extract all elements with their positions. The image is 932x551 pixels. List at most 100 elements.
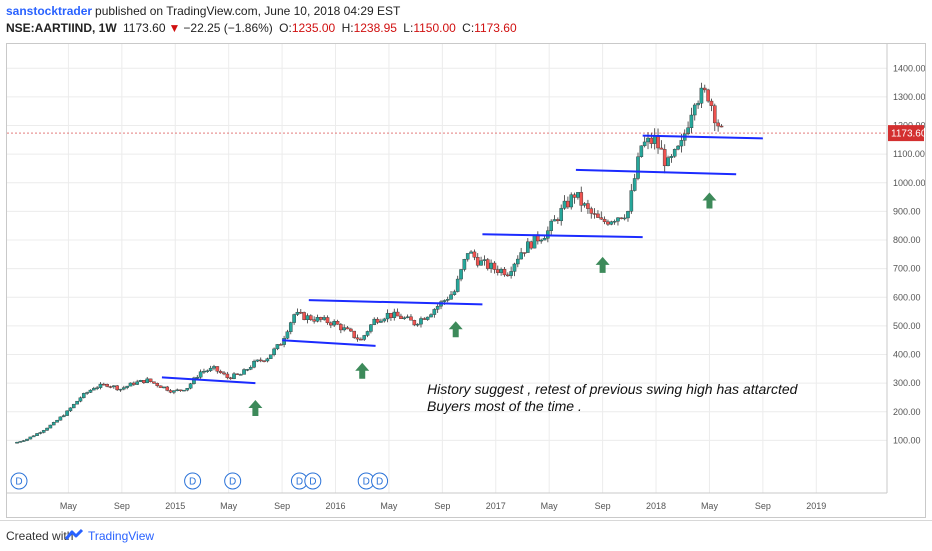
candle-body: [132, 382, 136, 385]
candle-body: [41, 430, 46, 433]
trendline[interactable]: [308, 299, 483, 306]
y-tick-label: 600.00: [893, 292, 921, 302]
candle-body: [636, 156, 640, 179]
candle-body: [162, 386, 166, 389]
candle-body: [652, 135, 657, 144]
author-link[interactable]: sanstocktrader: [6, 4, 93, 18]
candle-body: [55, 420, 59, 423]
candle-body: [95, 387, 99, 389]
x-tick-label: 2018: [646, 501, 666, 511]
candle-body: [499, 268, 503, 273]
candle-body: [609, 221, 614, 225]
x-tick-label: May: [541, 501, 559, 511]
y-tick-label: 700.00: [893, 264, 921, 274]
x-tick-label: Sep: [595, 501, 611, 511]
candle-body: [669, 156, 674, 158]
candle-body: [192, 377, 196, 384]
candle-body: [626, 211, 630, 219]
x-tick-label: 2019: [806, 501, 826, 511]
last-price: 1173.60: [123, 21, 166, 35]
candle-body: [559, 208, 564, 222]
y-tick-label: 900.00: [893, 206, 921, 216]
candle-body: [365, 331, 370, 336]
candle-body: [672, 149, 677, 157]
candle-body: [472, 251, 477, 258]
x-tick-label: May: [380, 501, 398, 511]
candle-body: [332, 321, 336, 326]
candle-body: [35, 433, 39, 436]
trendline[interactable]: [575, 168, 737, 176]
candle-body: [512, 263, 517, 272]
candle-body: [709, 100, 714, 106]
candle-body: [372, 318, 377, 325]
dividend-marker[interactable]: [304, 472, 322, 490]
dividend-marker[interactable]: [371, 472, 389, 490]
dividend-marker[interactable]: [10, 472, 28, 490]
candle-body: [409, 316, 413, 321]
candle-body: [349, 328, 353, 332]
trendline[interactable]: [642, 134, 763, 140]
candle-body: [562, 200, 567, 209]
trendline[interactable]: [482, 233, 643, 239]
candle-body: [569, 194, 574, 208]
candle-body: [232, 373, 236, 379]
candle-body: [629, 190, 634, 212]
trendline[interactable]: [282, 339, 376, 347]
candle-body: [48, 424, 53, 429]
candle-body: [696, 103, 700, 106]
candle-body: [165, 386, 170, 391]
created-with-text: Created with: [6, 529, 74, 543]
candle-body: [519, 252, 523, 260]
candle-body: [475, 257, 480, 266]
candle-body: [122, 387, 126, 390]
trendlines[interactable]: [161, 134, 763, 385]
candle-body: [489, 262, 493, 269]
open-value: 1235.00: [291, 21, 336, 35]
tradingview-logo-icon: [64, 528, 84, 540]
candle-body: [415, 323, 420, 326]
candle-body: [602, 218, 607, 223]
candle-body: [31, 435, 36, 438]
candle-body: [659, 147, 664, 150]
dividend-marker[interactable]: [224, 472, 242, 490]
dividend-label: D: [229, 477, 236, 488]
y-tick-label: 500.00: [893, 321, 921, 331]
candle-body: [248, 367, 253, 370]
candle-body: [399, 315, 403, 319]
candle-body: [495, 269, 500, 273]
candle-body: [355, 337, 360, 340]
y-tick-label: 1400.00: [893, 63, 925, 73]
candle-body: [235, 373, 240, 375]
candle-body: [679, 140, 684, 147]
candle-body: [312, 319, 316, 322]
candle-body: [522, 252, 527, 254]
candle-body: [352, 330, 357, 338]
dividend-label: D: [376, 477, 383, 488]
candle-body: [632, 178, 637, 191]
candle-body: [208, 367, 213, 371]
candle-body: [212, 366, 216, 369]
candle-body: [619, 217, 624, 219]
axes: 100.00 200.00 300.00 400.00 500.00 600.00 700.…: [7, 44, 925, 511]
dividend-marker[interactable]: [184, 472, 202, 490]
trendline[interactable]: [161, 376, 256, 385]
candle-body: [402, 317, 407, 319]
tradingview-brand-link[interactable]: TradingView: [88, 529, 155, 543]
candle-body: [452, 291, 457, 295]
symbol-label[interactable]: NSE:AARTIIND, 1W: [6, 21, 117, 35]
candle-body: [302, 312, 306, 320]
dividend-label: D: [15, 477, 22, 488]
candle-body: [135, 381, 139, 385]
candle-body: [272, 348, 276, 355]
candle-body: [582, 203, 587, 206]
candle-body: [385, 312, 390, 320]
candle-body: [689, 114, 694, 129]
candle-body: [646, 137, 650, 143]
price-change: −22.25 (−1.86%): [183, 21, 273, 35]
candle-body: [462, 259, 467, 270]
candle-body: [606, 221, 610, 225]
candle-body: [649, 137, 654, 144]
